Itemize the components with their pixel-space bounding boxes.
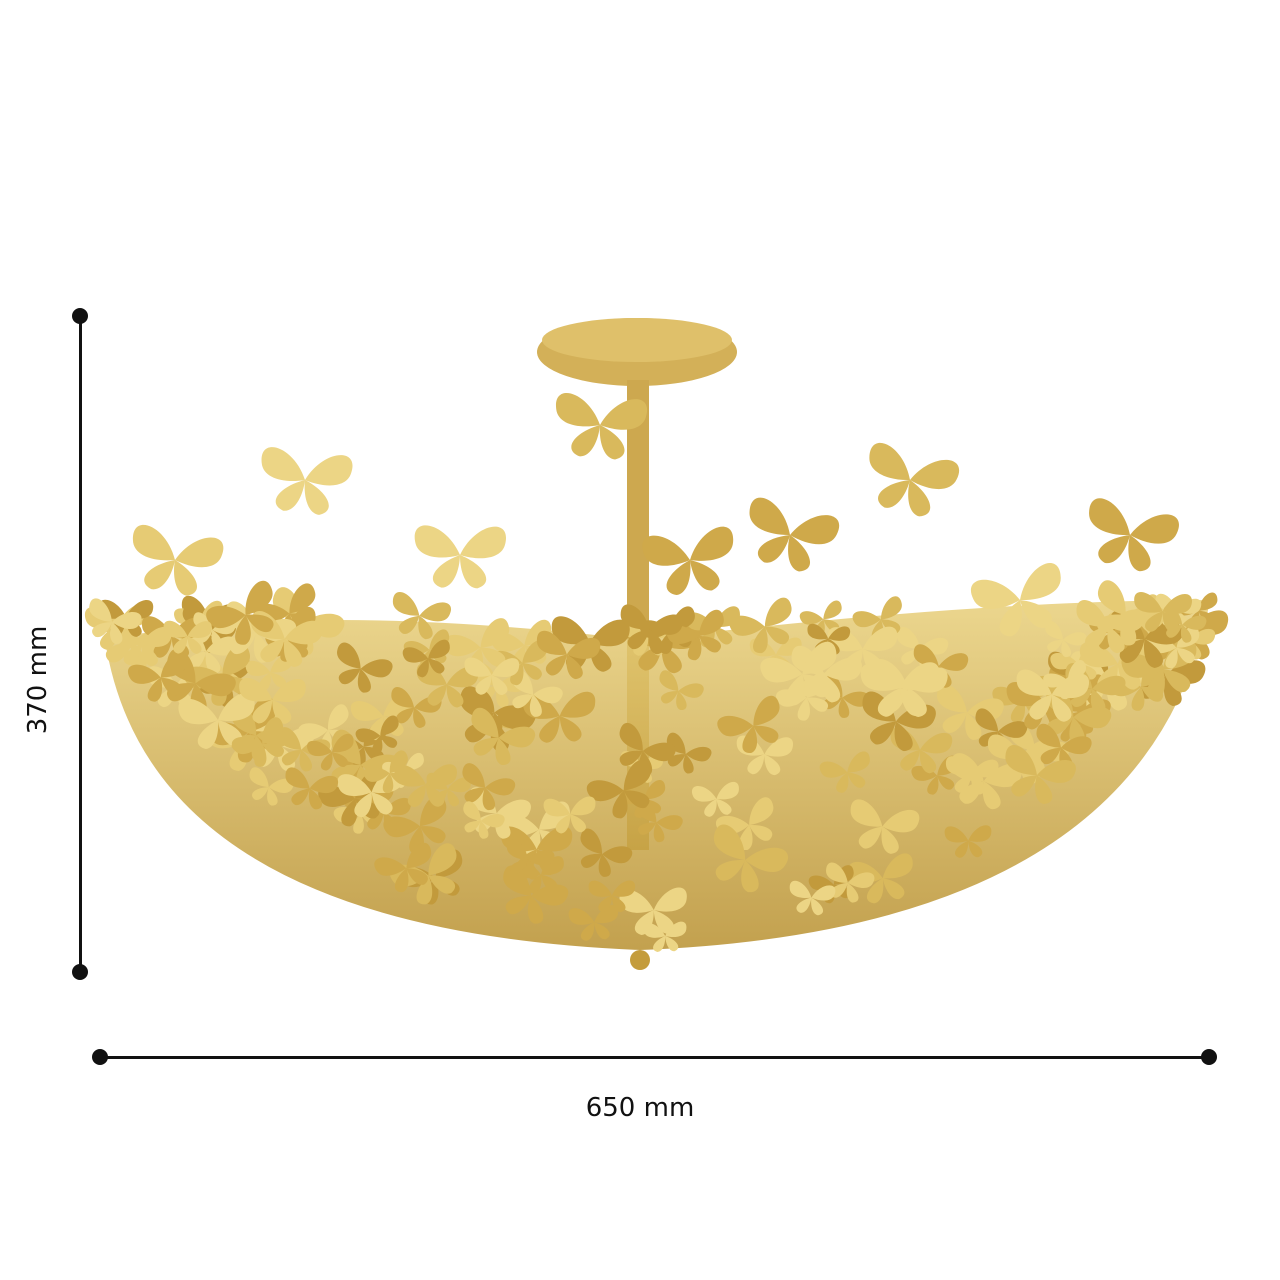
butterfly-ornament xyxy=(298,704,350,753)
butterfly-ornament xyxy=(522,691,596,743)
butterfly-ornament xyxy=(848,853,913,904)
butterfly-ornament xyxy=(1134,592,1192,633)
butterfly-ornament xyxy=(462,763,516,811)
butterfly-ornament xyxy=(261,447,353,515)
butterfly-ornament xyxy=(232,717,284,767)
width-dimension-line xyxy=(100,1056,1210,1059)
butterfly-ornament xyxy=(944,825,992,858)
height-label: 370 mm xyxy=(23,625,53,735)
butterfly-ornament xyxy=(588,880,635,913)
butterfly-ornament xyxy=(760,641,837,706)
height-bottom-marker xyxy=(72,964,88,980)
butterfly-ornament xyxy=(789,880,836,916)
butterfly-ornament xyxy=(860,662,940,717)
butterfly-ornament xyxy=(507,839,555,880)
butterfly-ornament xyxy=(163,620,212,654)
butterfly-ornament xyxy=(749,497,840,572)
butterfly-ornament xyxy=(383,795,447,854)
butterfly-ornament xyxy=(619,887,687,935)
butterfly-ornament xyxy=(463,801,505,839)
butterfly-ornament xyxy=(503,865,568,924)
butterfly-ornament xyxy=(1005,745,1076,805)
butterfly-ornament xyxy=(392,592,451,640)
butterfly-ornament xyxy=(580,828,633,877)
butterfly-ornament xyxy=(692,781,739,817)
butterfly-ornament xyxy=(1046,685,1112,746)
butterfly-ornament xyxy=(716,797,774,850)
butterfly-ornament xyxy=(568,905,618,941)
butterfly-ornament xyxy=(799,600,842,637)
butterfly-ornament xyxy=(394,764,457,808)
width-right-marker xyxy=(1201,1049,1217,1065)
height-top-marker xyxy=(72,308,88,324)
butterfly-ornament xyxy=(142,616,203,659)
butterfly-ornament xyxy=(403,629,450,669)
butterfly-ornament xyxy=(511,669,563,717)
butterfly-ornament xyxy=(1045,620,1087,658)
butterfly-ornament xyxy=(620,604,684,655)
butterfly-ornament xyxy=(666,609,724,661)
butterfly-ornament xyxy=(1076,600,1145,654)
butterfly-ornament xyxy=(492,640,547,686)
butterfly-ornament xyxy=(245,654,292,691)
butterfly-ornament xyxy=(337,642,393,693)
butterfly-ornament xyxy=(278,727,331,772)
butterfly-ornament xyxy=(971,562,1061,637)
butterfly-ornament xyxy=(363,750,409,793)
width-left-marker xyxy=(92,1049,108,1065)
butterfly-ornament xyxy=(1089,498,1179,572)
butterfly-ornament xyxy=(231,704,292,762)
butterfly-ornament xyxy=(416,663,479,708)
butterfly-ornament xyxy=(355,715,399,755)
butterfly-ornament xyxy=(729,597,792,654)
height-dimension-line xyxy=(79,316,82,973)
butterfly-ornament xyxy=(642,526,734,596)
butterfly-ornament xyxy=(1016,669,1090,722)
butterfly-ornament xyxy=(112,624,172,667)
butterfly-ornament xyxy=(249,767,294,806)
butterfly-ornament xyxy=(193,612,236,648)
butterfly-ornament xyxy=(556,393,648,460)
butterfly-ornament xyxy=(659,670,704,711)
butterfly-ornament xyxy=(543,796,596,834)
butterfly-ornament xyxy=(414,525,506,589)
butterfly-ornament xyxy=(206,580,274,645)
butterfly-ornament xyxy=(89,598,142,644)
butterfly-ornament xyxy=(819,751,870,793)
butterfly-ornament xyxy=(132,524,224,596)
butterfly-ornament xyxy=(239,678,306,724)
butterfly-ornament xyxy=(717,695,780,753)
butterfly-ornament xyxy=(307,733,354,771)
butterfly-ornament xyxy=(826,862,875,903)
butterfly-ornament xyxy=(713,824,789,893)
butterfly-ornament xyxy=(850,799,920,854)
butterfly-ornament xyxy=(1121,637,1197,701)
butterfly-ornament xyxy=(128,652,188,702)
butterfly-ornament xyxy=(586,759,651,819)
butterfly-ornament xyxy=(951,753,1022,810)
butterfly-ornament xyxy=(536,630,601,680)
butterfly-ornament xyxy=(666,732,712,774)
butterfly-ornament xyxy=(619,722,676,776)
butterfly-ornament xyxy=(285,767,339,810)
butterfly-ornament xyxy=(643,921,687,952)
butterfly-ornament xyxy=(443,618,510,676)
butterfly-ornament xyxy=(402,639,450,678)
butterfly-ornament xyxy=(178,692,255,749)
butterfly-ornament xyxy=(1162,605,1207,643)
butterfly-ornament xyxy=(1036,723,1092,771)
butterfly-ornament xyxy=(637,800,683,843)
bottom-finial xyxy=(630,950,650,970)
butterfly-ornament xyxy=(471,707,535,765)
butterfly-ornament xyxy=(869,442,959,517)
butterfly-ornament xyxy=(460,686,536,752)
width-label: 650 mm xyxy=(585,1093,695,1123)
butterfly-ornament xyxy=(937,684,1004,741)
butterfly-ornament xyxy=(374,842,432,893)
butterfly-ornament xyxy=(464,657,520,696)
